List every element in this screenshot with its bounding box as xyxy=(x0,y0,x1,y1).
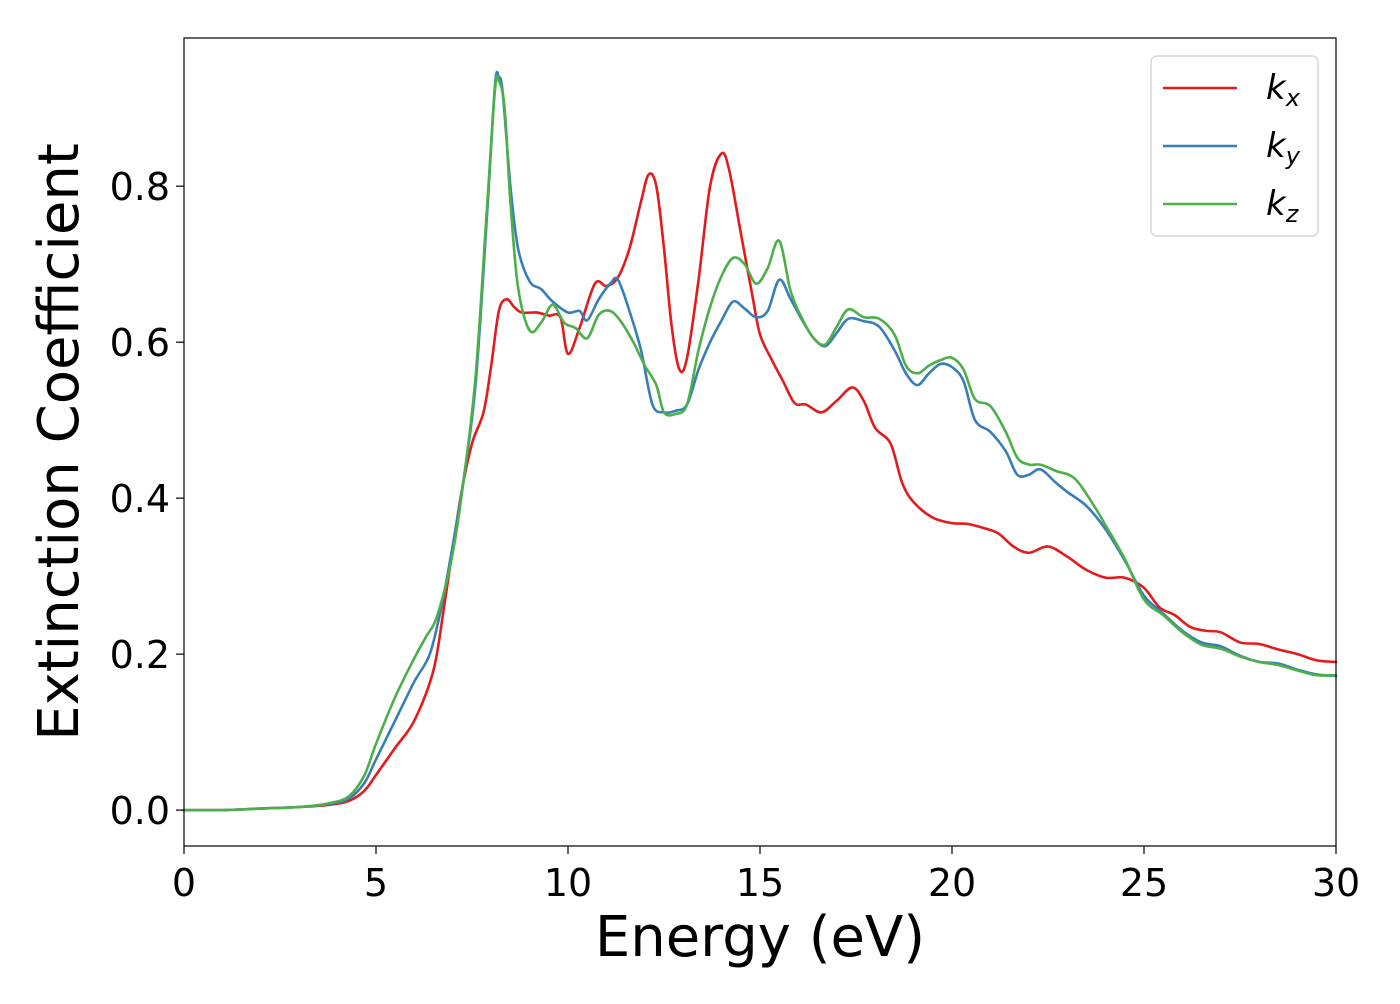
y-tick-label-0.2: 0.2 xyxy=(110,633,170,677)
x-tick-label-10: 10 xyxy=(544,861,592,905)
x-tick-label-30: 30 xyxy=(1312,861,1360,905)
y-axis-ticks: 0.0 0.2 0.4 0.6 0.8 xyxy=(110,165,184,833)
legend-label-y: ky xyxy=(1266,126,1301,170)
y-tick-label-0.8: 0.8 xyxy=(110,165,170,209)
x-tick-label-20: 20 xyxy=(928,861,976,905)
legend: kx ky kz xyxy=(1150,55,1319,237)
series-layer xyxy=(182,70,1338,812)
legend-label-z: kz xyxy=(1266,184,1300,228)
x-axis-ticks: 0 5 10 15 20 25 30 xyxy=(172,846,1360,905)
y-axis-title: Extinction Coefficient xyxy=(27,143,92,741)
x-tick-label-0: 0 xyxy=(172,861,196,905)
x-tick-label-5: 5 xyxy=(364,861,388,905)
series-line-z xyxy=(182,74,1338,812)
series-line-x xyxy=(182,151,1338,812)
y-tick-label-0.4: 0.4 xyxy=(110,477,170,521)
x-tick-label-15: 15 xyxy=(736,861,784,905)
y-tick-label-0.0: 0.0 xyxy=(110,789,170,833)
y-tick-label-0.6: 0.6 xyxy=(110,321,170,365)
x-axis-title: Energy (eV) xyxy=(595,905,925,970)
legend-label-x: kx xyxy=(1266,68,1301,112)
x-tick-label-25: 25 xyxy=(1120,861,1168,905)
legend-items: kx ky kz xyxy=(1163,68,1301,228)
